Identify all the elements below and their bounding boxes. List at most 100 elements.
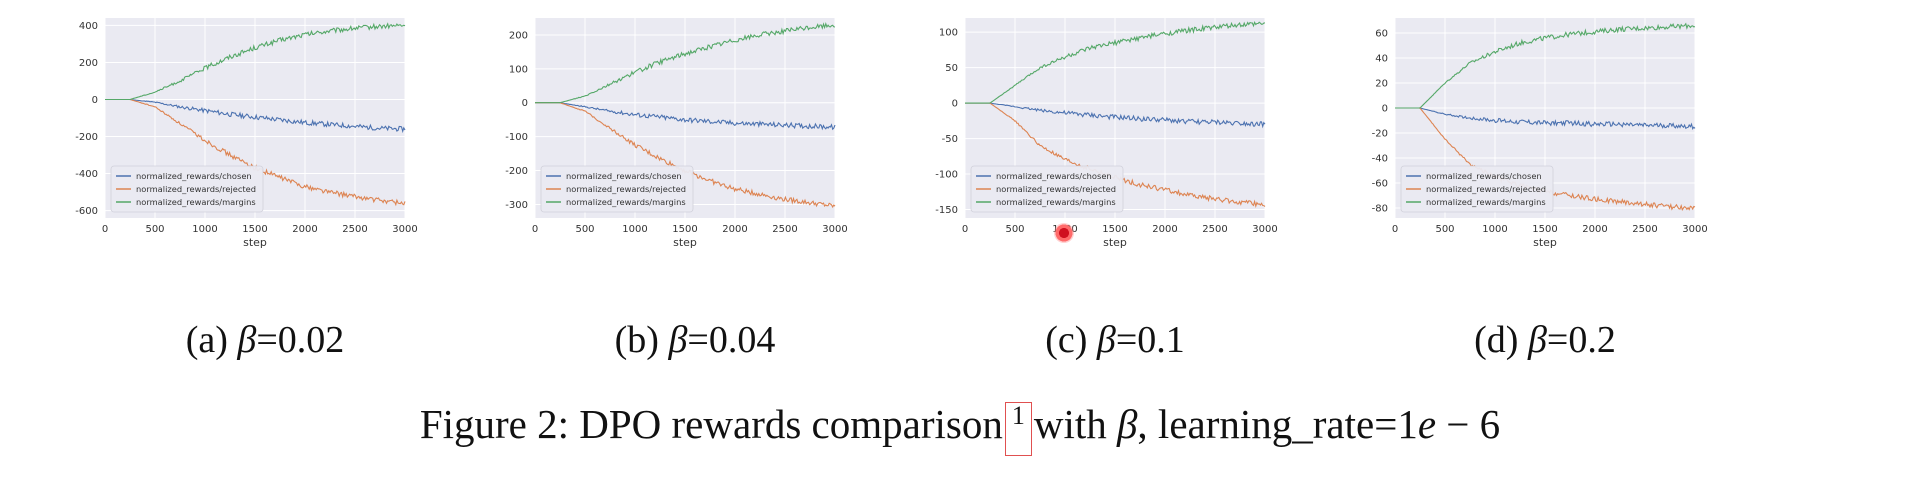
subcaption-prefix: (d) (1474, 319, 1528, 361)
x-tick-label: 1500 (242, 224, 267, 235)
legend-label-margins: normalized_rewards/margins (1426, 197, 1546, 207)
chart-panel-a: 0 500 1000 1500 2000 2500 3000 400 200 0 -200 -400-… (60, 0, 430, 300)
series-line-chosen (1395, 107, 1696, 130)
chart-panel-d: 0 500 1000 1500 2000 2500 3000 60 40 20 0 -20 -40 -60… (1350, 0, 1720, 300)
series-line-chosen (535, 102, 836, 131)
subcaption-prefix: (a) (185, 319, 238, 361)
x-tick-label: 0 (102, 224, 108, 235)
y-tick-label: -300 (505, 200, 528, 211)
y-tick-label: -200 (75, 132, 98, 143)
y-tick-label: 0 (522, 98, 528, 109)
subcaption-d: (d) β=0.2 (1390, 318, 1700, 362)
y-tick-label: -200 (505, 166, 528, 177)
y-tick-label: -400 (75, 169, 98, 180)
x-tick-label: 2000 (722, 224, 747, 235)
x-tick-label: 2500 (772, 224, 797, 235)
beta-symbol: β (1096, 319, 1116, 361)
series-line-margins (1395, 22, 1696, 109)
legend-label-rejected: normalized_rewards/rejected (566, 184, 686, 194)
pointer-cursor-icon (1054, 223, 1074, 243)
legend-label-chosen: normalized_rewards/chosen (566, 171, 682, 181)
x-tick-label: 500 (575, 224, 594, 235)
y-tick-label: -600 (75, 206, 98, 217)
y-tick-label: -100 (505, 132, 528, 143)
x-tick-label: 2000 (1582, 224, 1607, 235)
legend: normalized_rewards/chosen normalized_rewa… (540, 165, 694, 213)
legend-label-margins: normalized_rewards/margins (136, 197, 256, 207)
x-tick-label: 1000 (1482, 224, 1507, 235)
chart-c: 050010001500200025003000100500-50-100-15… (935, 18, 1278, 249)
x-tick-label: 2000 (1152, 224, 1177, 235)
figure-caption-exponent: − 6 (1436, 401, 1501, 447)
x-tick-label: 2000 (292, 224, 317, 235)
y-tick-label: -60 (1372, 179, 1388, 190)
x-tick-label: 3000 (822, 224, 847, 235)
x-axis-label: step (1103, 236, 1127, 249)
series-line-margins (535, 21, 836, 104)
y-tick-label: 60 (1375, 29, 1388, 40)
legend-label-rejected: normalized_rewards/rejected (136, 184, 256, 194)
chart-panel-b: 0 500 1000 1500 2000 2500 3000 200 100 0 -100 -200-… (490, 0, 860, 300)
y-tick-label: 200 (79, 58, 98, 69)
y-tick-label: 100 (509, 64, 528, 75)
chart-panel-c: 050010001500200025003000100500-50-100-15… (920, 0, 1290, 300)
legend: normalized_rewards/chosen normalized_rewa… (970, 165, 1124, 213)
beta-symbol: β (1117, 401, 1138, 447)
x-tick-label: 3000 (392, 224, 417, 235)
subcaption-value: =0.2 (1546, 319, 1616, 361)
legend-label-chosen: normalized_rewards/chosen (136, 171, 252, 181)
y-tick-label: 40 (1375, 54, 1388, 65)
x-tick-label: 1500 (672, 224, 697, 235)
series-line-margins (105, 22, 406, 101)
series-line-chosen (105, 98, 406, 134)
subcaption-value: =0.04 (687, 319, 776, 361)
x-tick-label: 3000 (1682, 224, 1707, 235)
x-tick-label: 2500 (1202, 224, 1227, 235)
subcaption-prefix: (b) (614, 319, 669, 361)
x-axis-label: step (1533, 236, 1557, 249)
subcaption-value: =0.1 (1115, 319, 1185, 361)
legend-label-chosen: normalized_rewards/chosen (996, 171, 1112, 181)
chart-a: 0 500 1000 1500 2000 2500 30004002000-200-400-… (75, 18, 418, 249)
legend-box (1400, 165, 1554, 213)
subcaption-prefix: (c) (1045, 319, 1097, 361)
x-axis-label: step (243, 236, 267, 249)
y-tick-label: 400 (79, 21, 98, 32)
legend-box (970, 165, 1124, 213)
y-tick-label: -20 (1372, 129, 1388, 140)
footnote-reference-link[interactable]: 1 (1004, 402, 1032, 456)
y-tick-label: 20 (1375, 79, 1388, 90)
figure-caption-text: Figure 2: DPO rewards comparison (419, 401, 1003, 447)
x-tick-label: 0 (962, 224, 968, 235)
x-tick-label: 500 (145, 224, 164, 235)
legend-box (540, 165, 694, 213)
x-tick-label: 2500 (342, 224, 367, 235)
figure-caption: Figure 2: DPO rewards comparison 1 with β,… (0, 400, 1920, 456)
subcaption-c: (c) β=0.1 (960, 318, 1270, 362)
legend: normalized_rewards/chosen normalized_rewa… (110, 165, 264, 213)
legend-label-margins: normalized_rewards/margins (996, 197, 1116, 207)
figure-caption-lr: , learning_rate=1 (1137, 401, 1418, 447)
legend-label-chosen: normalized_rewards/chosen (1426, 171, 1542, 181)
legend-label-rejected: normalized_rewards/rejected (1426, 184, 1546, 194)
legend: normalized_rewards/chosen normalized_rewa… (1400, 165, 1554, 213)
y-tick-label: 200 (509, 30, 528, 41)
legend-label-margins: normalized_rewards/margins (566, 197, 686, 207)
y-tick-label: 100 (939, 28, 958, 39)
beta-symbol: β (668, 319, 688, 361)
x-tick-label: 0 (532, 224, 538, 235)
y-tick-label: -50 (942, 134, 958, 145)
y-tick-label: 50 (945, 63, 958, 74)
x-tick-label: 2500 (1632, 224, 1657, 235)
beta-symbol: β (1527, 319, 1547, 361)
y-tick-label: -150 (935, 205, 958, 216)
y-tick-label: 0 (92, 95, 98, 106)
x-tick-label: 1500 (1532, 224, 1557, 235)
subcaption-value: =0.02 (256, 319, 345, 361)
x-tick-label: 3000 (1252, 224, 1277, 235)
x-tick-label: 500 (1435, 224, 1454, 235)
y-tick-label: 0 (1382, 104, 1388, 115)
x-tick-label: 1000 (192, 224, 217, 235)
subcaption-a: (a) β=0.02 (100, 318, 430, 362)
x-tick-label: 0 (1392, 224, 1398, 235)
